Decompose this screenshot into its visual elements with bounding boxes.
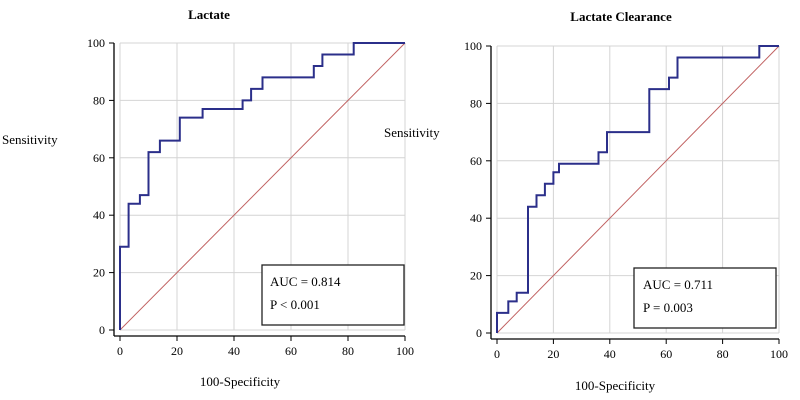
x-ticks: 0 20 40 60 80 100 (494, 339, 788, 361)
x-tick-label: 0 (117, 344, 123, 358)
x-tick-label: 80 (342, 344, 354, 358)
x-tick-label: 20 (171, 344, 183, 358)
roc-panel-lactate-clearance: Lactate Clearance Sensitivity 100-Specif… (384, 9, 788, 393)
roc-curve (119, 42, 405, 330)
axes (490, 46, 779, 340)
stats-box-frame (261, 264, 405, 326)
x-tick-label: 60 (285, 344, 297, 358)
y-tick-label: 0 (476, 326, 482, 340)
reference-diagonal (119, 42, 406, 331)
p-value-label: P < 0.001 (270, 297, 320, 312)
grid (496, 45, 780, 334)
y-tick-label: 60 (470, 154, 482, 168)
x-tick-label: 0 (494, 347, 500, 361)
x-ticks: 0 20 40 60 80 100 (117, 336, 414, 358)
auc-label: AUC = 0.711 (643, 277, 713, 292)
x-tick-label: 100 (770, 347, 788, 361)
grid (119, 42, 406, 331)
y-ticks: 0 20 40 60 80 100 (87, 36, 114, 337)
y-tick-label: 40 (93, 208, 105, 222)
stats-box-frame (633, 267, 777, 329)
y-tick-label: 80 (470, 96, 482, 110)
y-tick-label: 80 (93, 93, 105, 107)
stats-box: AUC = 0.814 P < 0.001 (261, 264, 405, 326)
x-tick-label: 60 (660, 347, 672, 361)
stats-box: AUC = 0.711 P = 0.003 (633, 267, 777, 329)
p-value-label: P = 0.003 (643, 300, 693, 315)
x-tick-label: 40 (228, 344, 240, 358)
diagonal-line (496, 45, 780, 334)
roc-curve-line (119, 42, 405, 330)
diagonal-line (119, 42, 406, 331)
auc-label: AUC = 0.814 (270, 274, 341, 289)
x-tick-label: 80 (717, 347, 729, 361)
roc-panel-lactate: Lactate Sensitivity 100-Specificity 0 20 4… (2, 7, 414, 389)
y-axis-title: Sensitivity (384, 125, 440, 140)
x-tick-label: 100 (396, 344, 414, 358)
y-axis-title: Sensitivity (2, 132, 58, 147)
x-axis-title: 100-Specificity (575, 378, 656, 393)
axes (113, 43, 405, 337)
roc-curve (496, 45, 779, 333)
x-axis-title: 100-Specificity (200, 374, 281, 389)
y-tick-label: 40 (470, 211, 482, 225)
y-tick-label: 20 (470, 269, 482, 283)
reference-diagonal (496, 45, 780, 334)
y-tick-label: 60 (93, 151, 105, 165)
chart-title: Lactate Clearance (570, 9, 672, 24)
y-tick-label: 20 (93, 266, 105, 280)
y-tick-label: 100 (464, 39, 482, 53)
x-tick-label: 40 (604, 347, 616, 361)
y-tick-label: 100 (87, 36, 105, 50)
y-ticks: 0 20 40 60 80 100 (464, 39, 491, 340)
y-tick-label: 0 (99, 323, 105, 337)
chart-title: Lactate (188, 7, 230, 22)
roc-curve-line (496, 45, 779, 333)
x-tick-label: 20 (547, 347, 559, 361)
